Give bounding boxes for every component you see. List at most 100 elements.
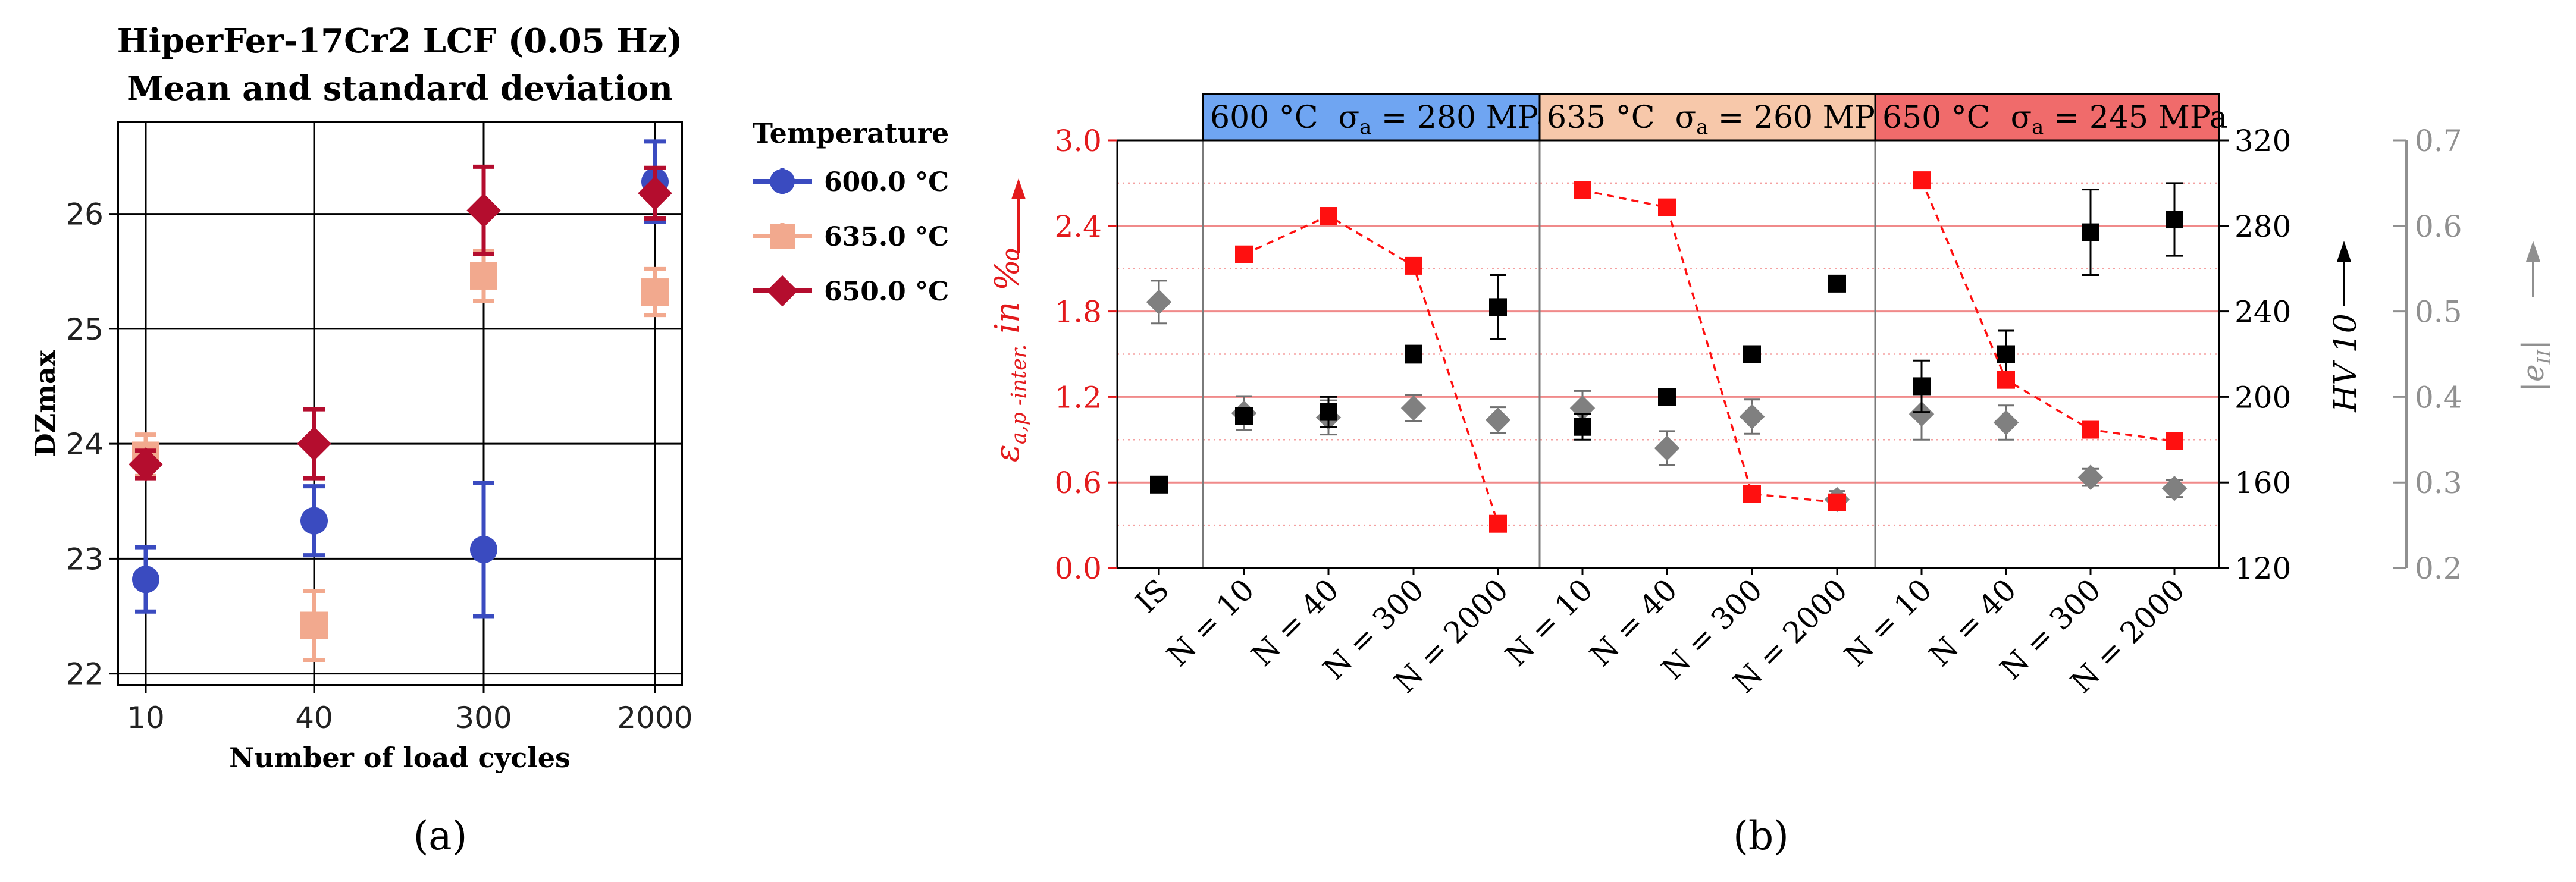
xtick-label-b-0: IS xyxy=(1129,572,1176,619)
chart-a: 22 23 24 25 26 10 40 300 2000 HiperFer-17Cr2 LCF … xyxy=(29,21,949,774)
marker-hv10-3 xyxy=(1405,345,1422,363)
right1-axis-label: HV 10 xyxy=(2328,313,2364,413)
plot-area-a xyxy=(118,122,682,685)
marker-eII-10 xyxy=(1993,410,2019,435)
marker-eII-9 xyxy=(1909,401,1935,427)
group-header-label-0: 600 °C σa = 280 MPa xyxy=(1210,100,1556,139)
group-header-label-1: 635 °C σa = 260 MPa xyxy=(1547,100,1892,139)
marker-hv10-9 xyxy=(1913,377,1931,396)
marker-eps-1 xyxy=(1235,245,1253,263)
marker-hv10-2 xyxy=(1320,403,1337,421)
marker-a-2-1 xyxy=(297,426,331,461)
marker-a-2-0 xyxy=(129,447,163,482)
group-stress-sub-1: a xyxy=(1696,115,1708,139)
left-axis-label-sub: a,p -inter. xyxy=(1007,344,1031,445)
marker-eII-7 xyxy=(1739,404,1765,429)
marker-eII-3 xyxy=(1400,395,1427,421)
right2-tick-label-3: 0.5 xyxy=(2415,295,2462,329)
ytick-label-a-3: 25 xyxy=(65,312,104,347)
marker-eII-0 xyxy=(1146,289,1172,315)
left-axis-label-tail: in ‰ xyxy=(988,246,1027,344)
marker-hv10-10 xyxy=(1997,345,2015,363)
series-a-2 xyxy=(129,164,672,482)
left-tick-label-1: 0.6 xyxy=(1054,466,1102,500)
plot-frame-a xyxy=(117,121,683,686)
plot-frame-b xyxy=(1116,139,2220,569)
left-tick-label-3: 1.8 xyxy=(1054,295,1102,329)
left-tick-label-0: 0.0 xyxy=(1054,551,1102,586)
panel-label-a: (a) xyxy=(413,813,468,859)
chart-title-a-line2: Mean and standard deviation xyxy=(127,69,673,108)
ytick-label-a-4: 26 xyxy=(65,197,104,232)
legend-marker-a-1 xyxy=(770,224,795,249)
right2-tick-label-2: 0.4 xyxy=(2415,380,2462,415)
legend-label-a-0: 600.0 °C xyxy=(824,167,949,197)
ytick-label-a-1: 23 xyxy=(65,542,104,576)
marker-a-0-0 xyxy=(132,566,159,594)
xtick-label-a-2: 300 xyxy=(455,701,512,735)
marker-hv10-12 xyxy=(2166,211,2183,229)
marker-eII-12 xyxy=(2161,476,2188,501)
marker-a-2-3 xyxy=(638,176,672,211)
right1-tick-label-5: 320 xyxy=(2235,124,2291,158)
marker-eps-2 xyxy=(1320,207,1337,225)
xtick-label-b-1: N = 10 xyxy=(1160,572,1261,673)
marker-eps-11 xyxy=(2082,420,2099,439)
group-stress-sub-0: a xyxy=(1359,115,1371,139)
eps-line-segment-0 xyxy=(1243,215,1499,525)
left-axis-label: εa,p -inter. in ‰ xyxy=(988,246,1031,462)
xtick-label-b-5: N = 10 xyxy=(1499,572,1599,673)
group-stress-sub-2: a xyxy=(2032,115,2044,139)
marker-a-0-2 xyxy=(470,535,497,563)
group-stress-symbol-0: σ xyxy=(1339,100,1360,136)
marker-eps-9 xyxy=(1913,171,1931,190)
series-b-hv10 xyxy=(1150,182,2183,494)
marker-eps-10 xyxy=(1997,371,2015,389)
left-axis-label-main: ε xyxy=(988,444,1027,462)
right2-axis-label: |eII| xyxy=(2516,340,2555,392)
right1-tick-label-4: 280 xyxy=(2235,209,2291,244)
marker-hv10-0 xyxy=(1150,475,1168,494)
right2-tick-label-4: 0.6 xyxy=(2415,209,2462,244)
marker-eps-6 xyxy=(1658,198,1676,216)
marker-hv10-11 xyxy=(2082,223,2099,241)
right1-tick-label-3: 240 xyxy=(2235,295,2291,329)
right1-tick-label-0: 120 xyxy=(2235,551,2291,586)
marker-eps-5 xyxy=(1574,181,1591,199)
right2-axis-label-tail: | xyxy=(2516,340,2550,350)
left-tick-label-4: 2.4 xyxy=(1054,209,1102,244)
marker-a-1-2 xyxy=(470,262,497,290)
legend-label-a-1: 635.0 °C xyxy=(824,222,949,252)
marker-hv10-7 xyxy=(1743,345,1761,363)
xtick-label-a-1: 40 xyxy=(295,701,333,735)
right2-axis-label-sub: II xyxy=(2534,349,2555,365)
right1-axis-arrow-head xyxy=(2337,241,2351,262)
group-stress-value-2: = 245 MPa xyxy=(2044,100,2227,136)
xtick-label-a-3: 2000 xyxy=(617,701,692,735)
marker-a-2-2 xyxy=(466,193,501,228)
legend-label-a-2: 650.0 °C xyxy=(824,277,949,307)
right1-tick-label-1: 160 xyxy=(2235,466,2291,500)
marker-eps-8 xyxy=(1828,493,1846,511)
ytick-label-a-0: 22 xyxy=(65,657,104,692)
group-stress-value-1: = 260 MPa xyxy=(1708,100,1892,136)
marker-a-0-1 xyxy=(300,507,328,535)
marker-eps-3 xyxy=(1405,256,1422,275)
marker-eps-7 xyxy=(1743,485,1761,503)
marker-eps-12 xyxy=(2166,432,2183,450)
legend-marker-a-0 xyxy=(770,169,795,194)
group-temp-1: 635 °C xyxy=(1547,100,1655,136)
eps-line-segment-1 xyxy=(1582,189,1838,504)
xtick-label-b-9: N = 10 xyxy=(1838,572,1938,673)
group-stress-symbol-2: σ xyxy=(2011,100,2032,136)
marker-hv10-5 xyxy=(1574,418,1591,436)
marker-hv10-6 xyxy=(1658,388,1676,406)
x-axis-label-a: Number of load cycles xyxy=(229,742,571,774)
y-axis-label-a: DZmax xyxy=(29,350,61,457)
group-temp-0: 600 °C xyxy=(1210,100,1318,136)
marker-hv10-1 xyxy=(1235,407,1253,425)
series-b-eps xyxy=(1235,171,2183,533)
group-header-bg-1 xyxy=(1538,93,1876,142)
